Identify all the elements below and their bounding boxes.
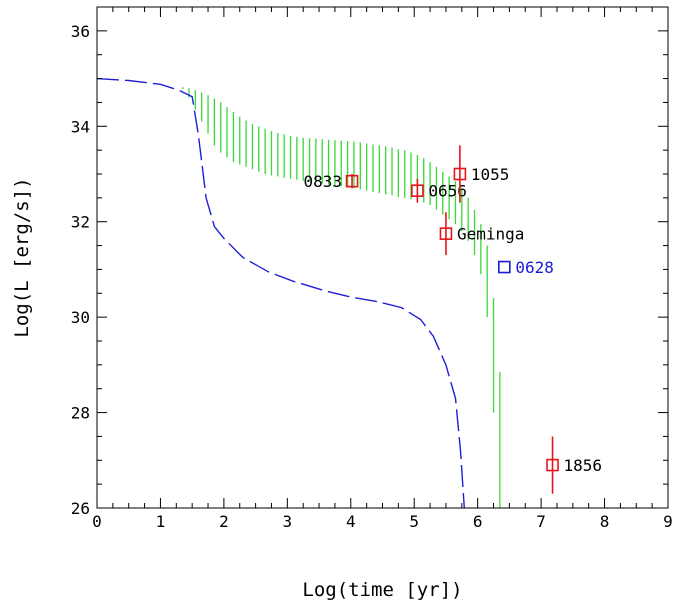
dashed-curve-group bbox=[96, 77, 465, 509]
y-tick-label: 36 bbox=[71, 22, 90, 41]
point-label: 1856 bbox=[564, 456, 603, 475]
x-tick-label: 9 bbox=[663, 512, 673, 531]
point-label: 0833 bbox=[304, 172, 343, 191]
point-marker bbox=[411, 184, 424, 197]
point-marker bbox=[439, 227, 453, 240]
x-tick-label: 3 bbox=[283, 512, 293, 531]
y-tick-label: 32 bbox=[71, 213, 90, 232]
x-tick-label: 7 bbox=[536, 512, 546, 531]
y-axis-title: Log(L [erg/s]) bbox=[11, 177, 33, 337]
point-label: 0628 bbox=[515, 258, 554, 277]
point-marker bbox=[453, 167, 467, 181]
x-tick-label: 0 bbox=[92, 512, 102, 531]
dashed-curve bbox=[96, 77, 465, 509]
point-label: 1055 bbox=[471, 165, 510, 184]
y-tick-label: 34 bbox=[71, 117, 90, 136]
plot-frame bbox=[96, 6, 669, 509]
x-axis-title: Log(time [yr]) bbox=[302, 579, 462, 601]
point-label: 0656 bbox=[428, 182, 467, 201]
x-tick-label: 5 bbox=[409, 512, 419, 531]
x-tick-label: 6 bbox=[473, 512, 483, 531]
y-tick-label: 26 bbox=[71, 499, 90, 518]
x-tick-label: 4 bbox=[346, 512, 356, 531]
x-tick-label: 2 bbox=[219, 512, 229, 531]
x-tick-label: 1 bbox=[156, 512, 166, 531]
x-tick-label: 8 bbox=[600, 512, 610, 531]
point-marker bbox=[498, 260, 511, 274]
y-tick-label: 30 bbox=[71, 308, 90, 327]
point-label: Geminga bbox=[457, 225, 524, 244]
point-marker bbox=[345, 174, 359, 188]
y-tick-label: 28 bbox=[71, 404, 90, 423]
shaded-band bbox=[181, 87, 501, 508]
point-marker bbox=[546, 458, 559, 472]
